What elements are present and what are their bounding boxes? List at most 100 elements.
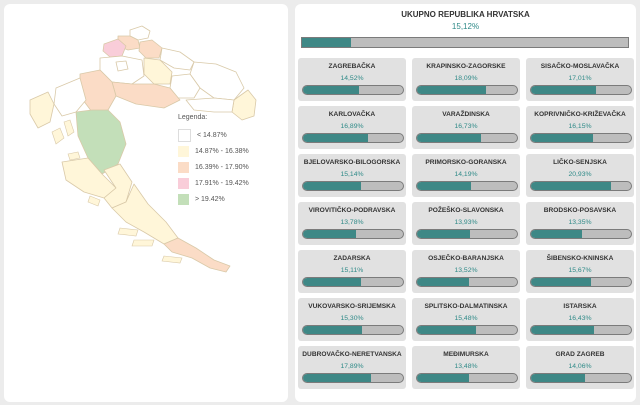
county-card[interactable]: BRODSKO-POSAVSKA 13,35% [526,202,634,245]
county-card[interactable]: LIČKO-SENJSKA 20,93% [526,154,634,197]
county-value: 16,73% [454,123,478,130]
region-sisacko-moslavacka[interactable] [111,81,181,109]
legend-swatch [178,128,191,142]
island[interactable] [161,255,183,264]
county-value: 14,06% [568,363,592,370]
island[interactable] [117,227,139,237]
county-name: VARAŽDINSKA [442,111,490,118]
islands [51,119,183,264]
county-progress-fill [303,86,359,94]
county-name: ZAGREBAČKA [328,63,376,70]
county-progress-bar [416,181,518,191]
county-card[interactable]: VIROVITIČKO-PODRAVSKA 13,78% [298,202,406,245]
region-istarska[interactable] [29,91,55,129]
county-progress-bar [302,85,404,95]
island[interactable] [67,151,81,161]
county-grid: ZAGREBAČKA 14,52% KRAPINSKO-ZAGORSKE 18,09%… [298,58,634,389]
county-value: 17,01% [568,75,592,82]
county-progress-bar [416,133,518,143]
county-card[interactable]: SISAČKO-MOSLAVAČKA 17,01% [526,58,634,101]
county-card[interactable]: KARLOVAČKA 16,89% [298,106,406,149]
county-progress-bar [530,229,632,239]
county-card[interactable]: KRAPINSKO-ZAGORSKE 18,09% [412,58,520,101]
total-value: 15,12% [451,22,480,31]
legend-item: 14.87% - 16.38% [178,143,288,159]
county-progress-bar [530,85,632,95]
county-card[interactable]: OSJEČKO-BARANJSKA 13,52% [412,250,520,293]
island[interactable] [63,119,75,137]
total-progress-fill [302,38,352,47]
county-card[interactable]: ZAGREBAČKA 14,52% [298,58,406,101]
region-grad-zagreb[interactable] [115,60,129,72]
legend-title: Legenda: [178,114,208,121]
county-name: VIROVITIČKO-PODRAVSKA [308,207,396,214]
legend-item: < 14.87% [178,127,288,143]
island[interactable] [51,127,65,145]
county-value: 13,48% [454,363,478,370]
county-progress-fill [417,230,471,238]
island[interactable] [87,195,101,207]
county-progress-fill [417,326,477,334]
county-name: SISAČKO-MOSLAVAČKA [540,63,620,70]
county-progress-bar [530,133,632,143]
county-progress-fill [531,374,585,382]
legend-label: 14.87% - 16.38% [195,147,249,155]
county-name: ZADARSKA [333,255,371,262]
county-progress-bar [302,133,404,143]
region-primorsko-goranska[interactable] [53,77,87,117]
region-koprivnicko-krizevacka[interactable] [138,39,163,59]
county-name: VUKOVARSKO-SRIJEMSKA [308,303,396,310]
county-card[interactable]: POŽEŠKO-SLAVONSKA 13,93% [412,202,520,245]
region-splitsko-dalmatinska[interactable] [111,183,179,245]
county-value: 16,43% [568,315,592,322]
county-value: 15,30% [340,315,364,322]
region-dubrovacko-neretvanska[interactable] [163,237,231,273]
county-value: 14,19% [454,171,478,178]
legend-swatch [178,193,189,205]
county-value: 18,09% [454,75,478,82]
county-value: 20,93% [568,171,592,178]
county-card[interactable]: DUBROVAČKO-NERETVANSKA 17,89% [298,346,406,389]
county-card[interactable]: MEĐIMURSKA 13,48% [412,346,520,389]
county-value: 15,11% [340,267,364,274]
legend-label: < 14.87% [197,131,227,139]
county-card[interactable]: GRAD ZAGREB 14,06% [526,346,634,389]
county-name: ŠIBENSKO-KNINSKA [546,255,614,262]
county-progress-fill [303,374,372,382]
county-value: 13,35% [568,219,592,226]
legend-label: 16.39% - 17.90% [195,163,249,171]
county-name: OSJEČKO-BARANJSKA [428,255,504,262]
county-name: LIČKO-SENJSKA [553,159,607,166]
county-card[interactable]: ŠIBENSKO-KNINSKA 15,67% [526,250,634,293]
legend-item: 17.91% - 19.42% [178,175,288,191]
county-card[interactable]: ISTARSKA 16,43% [526,298,634,341]
county-progress-bar [530,181,632,191]
results-panel: UKUPNO REPUBLIKA HRVATSKA 15,12% ZAGREBA… [295,4,636,402]
county-progress-fill [531,182,611,190]
county-progress-fill [417,86,487,94]
county-progress-fill [303,326,362,334]
region-brodsko-posavska[interactable] [185,97,235,113]
legend-item: 16.39% - 17.90% [178,159,288,175]
region-osjecko-baranjska[interactable] [189,61,245,101]
legend-swatch [178,161,189,173]
county-progress-bar [416,85,518,95]
county-card[interactable]: SPLITSKO-DALMATINSKA 15,48% [412,298,520,341]
county-card[interactable]: ZADARSKA 15,11% [298,250,406,293]
county-card[interactable]: PRIMORSKO-GORANSKA 14,19% [412,154,520,197]
total-summary: UKUPNO REPUBLIKA HRVATSKA 15,12% [295,10,636,31]
county-card[interactable]: VARAŽDINSKA 16,73% [412,106,520,149]
county-progress-fill [303,134,368,142]
county-card[interactable]: BJELOVARSKO-BILOGORSKA 15,14% [298,154,406,197]
county-progress-fill [303,230,356,238]
county-progress-fill [531,86,596,94]
total-title: UKUPNO REPUBLIKA HRVATSKA [401,10,530,19]
county-progress-bar [302,229,404,239]
county-name: POŽEŠKO-SLAVONSKA [428,207,504,214]
island[interactable] [131,239,155,247]
county-card[interactable]: KOPRIVNIČKO-KRIŽEVAČKA 16,15% [526,106,634,149]
county-card[interactable]: VUKOVARSKO-SRIJEMSKA 15,30% [298,298,406,341]
legend-item: > 19.42% [178,191,288,207]
county-value: 16,89% [340,123,364,130]
county-progress-fill [531,326,594,334]
